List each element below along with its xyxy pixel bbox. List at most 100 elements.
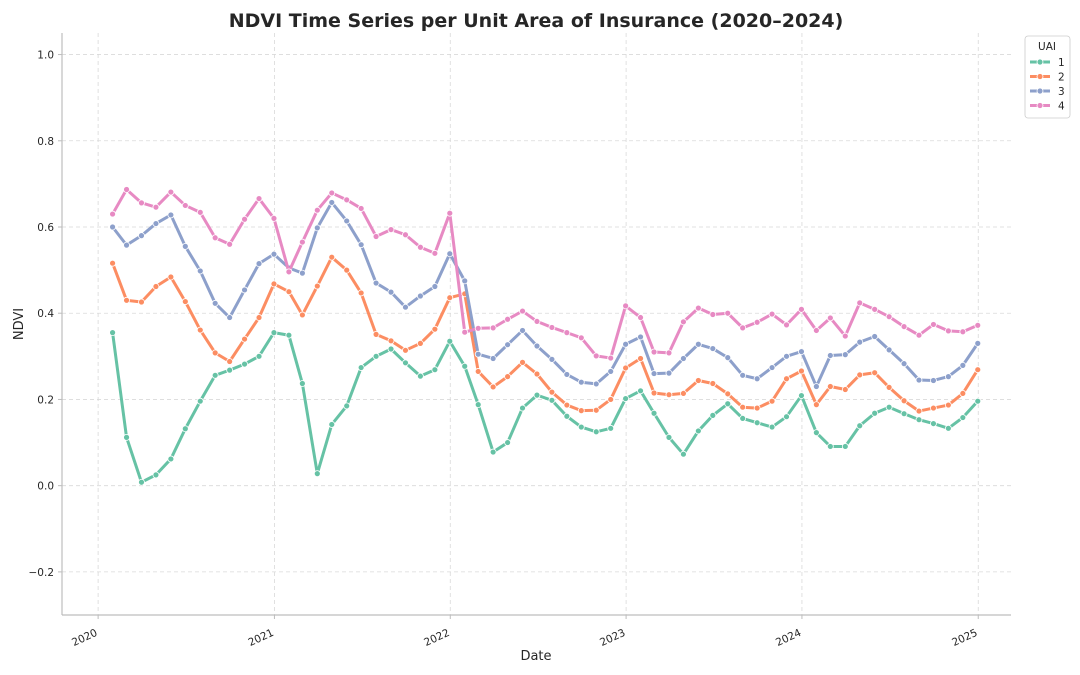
data-point xyxy=(123,186,130,193)
data-point xyxy=(255,314,263,321)
legend-title: UAI xyxy=(1038,41,1056,53)
data-point xyxy=(871,305,879,313)
data-point xyxy=(665,369,673,377)
series xyxy=(109,186,982,486)
data-point xyxy=(709,311,717,318)
data-point xyxy=(181,425,189,433)
data-point xyxy=(138,478,145,486)
legend-label: 2 xyxy=(1058,72,1065,84)
data-point xyxy=(548,396,556,404)
data-point xyxy=(959,390,967,397)
data-point xyxy=(402,303,409,311)
legend-entry: 4 xyxy=(1030,101,1065,113)
legend-entry: 1 xyxy=(1030,57,1065,69)
data-point xyxy=(724,309,732,317)
data-point xyxy=(109,223,116,231)
data-point xyxy=(504,439,512,446)
data-point xyxy=(798,367,805,375)
legend-swatch-marker xyxy=(1036,102,1044,109)
data-point xyxy=(974,321,982,329)
data-point xyxy=(841,443,849,450)
data-point xyxy=(974,397,982,405)
data-point xyxy=(812,429,820,437)
data-point xyxy=(753,318,761,326)
y-tick-label: −0.2 xyxy=(29,567,55,579)
y-tick-label: 0.2 xyxy=(37,394,54,406)
data-point xyxy=(489,383,497,391)
data-point xyxy=(138,199,145,207)
x-tick-label: 2025 xyxy=(950,627,979,649)
data-point xyxy=(533,391,541,399)
data-point xyxy=(650,409,658,417)
data-point xyxy=(504,373,512,381)
data-point xyxy=(724,354,732,362)
data-point xyxy=(138,232,145,240)
data-point xyxy=(328,253,336,261)
data-point xyxy=(474,324,482,332)
y-tick-label: 0.4 xyxy=(37,308,54,320)
legend-swatch-marker xyxy=(1036,58,1044,66)
data-point xyxy=(900,410,908,418)
data-point xyxy=(313,224,321,232)
data-point xyxy=(637,355,644,362)
y-tick-label: 0.8 xyxy=(37,136,54,148)
data-point xyxy=(402,359,409,367)
y-tick-label: 1.0 xyxy=(37,50,54,62)
data-point xyxy=(680,390,687,397)
data-point xyxy=(152,471,160,479)
x-tick-label: 2022 xyxy=(422,627,451,649)
data-point xyxy=(416,372,424,380)
series-4 xyxy=(109,186,982,362)
data-point xyxy=(533,318,541,325)
data-point xyxy=(402,231,409,239)
data-point xyxy=(724,400,732,408)
legend: UAI 1 2 3 4 xyxy=(1024,35,1071,119)
y-ticks: −0.2 0.0 0.2 0.4 0.6 0.8 1.0 xyxy=(29,50,62,579)
data-point xyxy=(622,395,630,402)
data-point xyxy=(665,433,673,441)
data-point xyxy=(592,406,600,414)
data-point xyxy=(504,341,512,349)
data-point xyxy=(504,315,512,323)
data-point xyxy=(783,375,790,383)
chart-title: NDVI Time Series per Unit Area of Insura… xyxy=(229,10,844,32)
data-point xyxy=(313,206,321,214)
data-point xyxy=(856,299,864,307)
data-point xyxy=(372,352,380,360)
data-point xyxy=(709,411,717,419)
data-point xyxy=(181,298,189,305)
data-point xyxy=(372,233,380,240)
data-point xyxy=(461,328,469,336)
data-point xyxy=(431,366,439,374)
data-point xyxy=(138,298,145,306)
data-point xyxy=(856,371,864,379)
data-point xyxy=(298,269,306,277)
data-point xyxy=(753,419,761,427)
legend-label: 4 xyxy=(1058,101,1065,113)
series-line xyxy=(111,200,980,389)
data-point xyxy=(577,378,585,386)
data-point xyxy=(622,340,630,348)
data-point xyxy=(343,402,351,410)
data-point xyxy=(622,302,630,310)
data-point xyxy=(885,383,893,391)
data-point xyxy=(255,260,263,268)
data-point xyxy=(152,203,160,211)
data-point xyxy=(519,327,526,334)
data-point xyxy=(607,396,615,403)
data-point xyxy=(298,380,306,387)
data-point xyxy=(519,404,526,412)
data-point xyxy=(563,412,571,420)
data-point xyxy=(241,335,248,343)
data-point xyxy=(226,366,234,374)
data-point xyxy=(563,401,571,409)
series-1 xyxy=(109,329,982,486)
data-point xyxy=(313,470,321,478)
data-point xyxy=(211,234,219,242)
data-point xyxy=(196,208,204,216)
data-point xyxy=(841,351,849,359)
data-point xyxy=(959,328,967,336)
data-point xyxy=(446,209,454,217)
data-point xyxy=(167,211,175,219)
